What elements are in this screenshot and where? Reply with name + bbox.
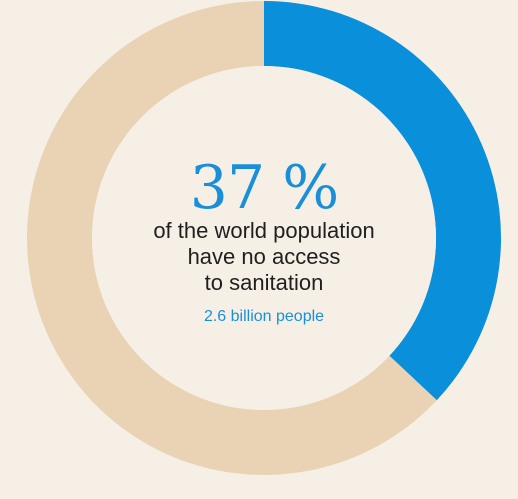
donut-hole bbox=[92, 66, 436, 410]
donut-slice-1 bbox=[26, 1, 437, 475]
donut-slice-0 bbox=[264, 1, 501, 401]
donut-center-text: 37 % of the world population have no acc… bbox=[129, 158, 399, 326]
people-count-label: 2.6 billion people bbox=[203, 308, 325, 325]
description-line-2: have no access bbox=[187, 244, 341, 269]
description-line-3: to sanitation bbox=[204, 270, 324, 295]
description-line-1: of the world population bbox=[153, 218, 375, 243]
percentage-label: 37 % bbox=[189, 153, 339, 223]
